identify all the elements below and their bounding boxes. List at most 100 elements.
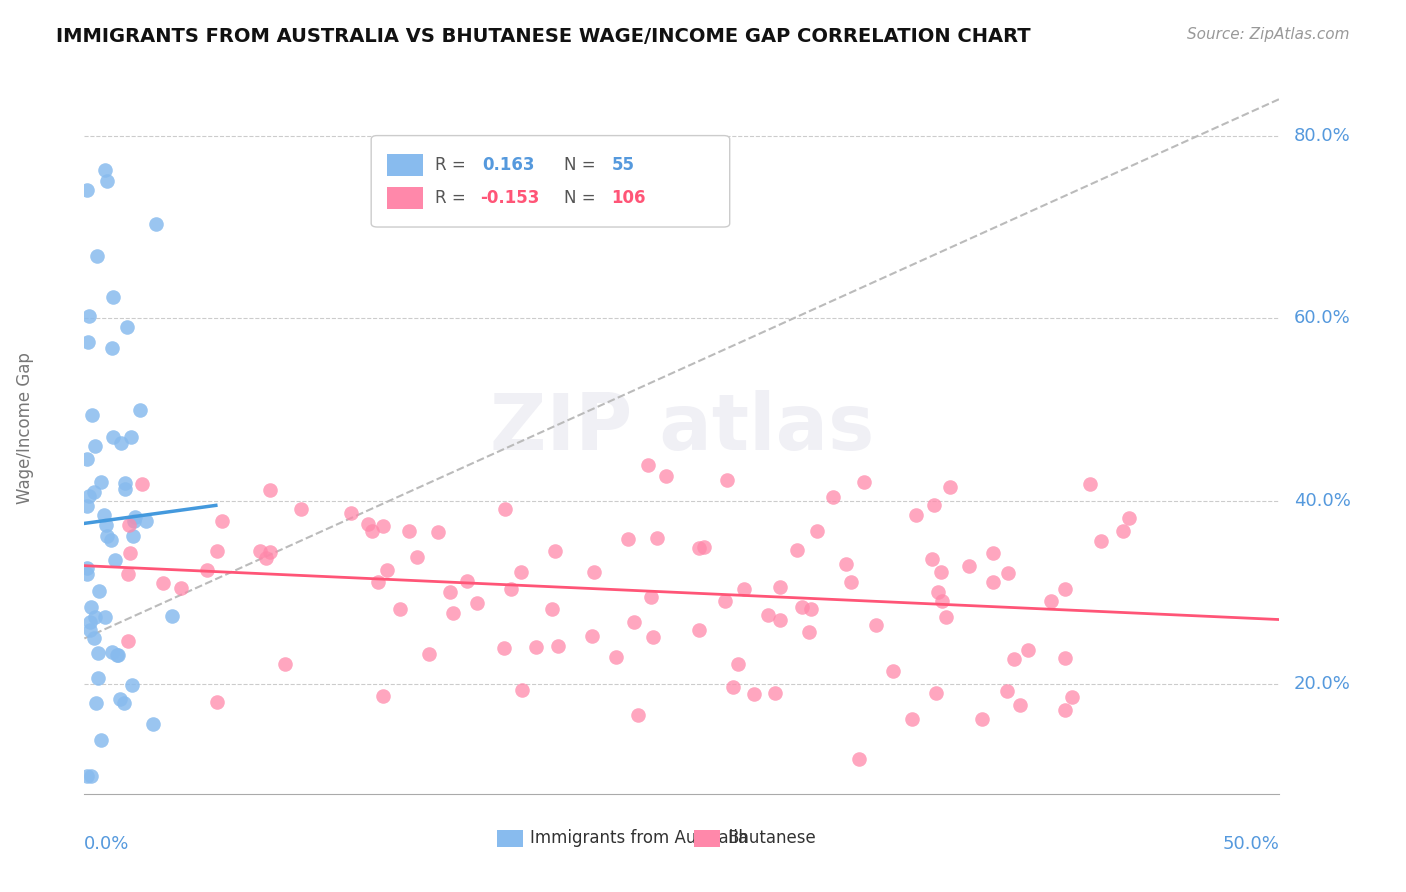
Point xyxy=(769,580,792,594)
Point xyxy=(582,566,605,580)
Point xyxy=(87,671,110,685)
Point xyxy=(112,696,135,710)
Point xyxy=(981,575,1004,590)
Point xyxy=(205,544,228,558)
Point xyxy=(763,685,786,699)
Point xyxy=(360,524,382,538)
Point xyxy=(131,477,153,491)
Point xyxy=(547,639,569,653)
Point xyxy=(821,490,844,504)
Point xyxy=(931,594,953,608)
Point xyxy=(510,565,533,579)
Point xyxy=(76,451,98,466)
Point xyxy=(254,551,277,566)
Point xyxy=(714,594,737,608)
Point xyxy=(1112,524,1135,538)
Point xyxy=(721,680,744,694)
FancyBboxPatch shape xyxy=(371,136,730,227)
Point xyxy=(76,499,98,513)
Point xyxy=(77,489,100,503)
Point xyxy=(929,565,952,579)
Bar xyxy=(496,830,523,847)
Point xyxy=(371,519,394,533)
Point xyxy=(865,618,887,632)
Point xyxy=(935,610,957,624)
Point xyxy=(1002,652,1025,666)
Point xyxy=(77,310,100,324)
Point xyxy=(121,678,143,692)
Point xyxy=(94,517,117,532)
Point xyxy=(1060,690,1083,704)
Text: R =: R = xyxy=(434,156,471,174)
Point xyxy=(927,585,949,599)
Point xyxy=(83,631,105,645)
Point xyxy=(1039,594,1062,608)
Point xyxy=(290,502,312,516)
Point xyxy=(110,692,132,706)
Bar xyxy=(387,153,423,176)
Point xyxy=(357,516,380,531)
Point xyxy=(117,566,139,581)
Point xyxy=(744,687,766,701)
Text: 20.0%: 20.0% xyxy=(1294,675,1351,693)
Point xyxy=(688,541,710,556)
Point xyxy=(853,475,876,489)
Point xyxy=(997,566,1019,581)
Point xyxy=(848,752,870,766)
Point xyxy=(499,582,522,596)
Point xyxy=(981,546,1004,560)
Point xyxy=(94,162,117,177)
Point xyxy=(101,644,124,658)
Point xyxy=(101,430,124,444)
Point xyxy=(122,514,145,528)
Text: -0.153: -0.153 xyxy=(479,189,540,207)
Text: Bhutanese: Bhutanese xyxy=(727,829,815,847)
Text: Source: ZipAtlas.com: Source: ZipAtlas.com xyxy=(1187,27,1350,42)
Point xyxy=(839,575,862,590)
Point xyxy=(716,473,738,487)
Point xyxy=(540,602,562,616)
Point xyxy=(799,624,821,639)
Point xyxy=(124,509,146,524)
Point xyxy=(107,648,129,663)
Point xyxy=(544,543,567,558)
Point xyxy=(142,717,165,731)
Text: R =: R = xyxy=(434,189,471,207)
Point xyxy=(581,629,603,643)
Text: 0.163: 0.163 xyxy=(482,156,534,174)
Point xyxy=(129,403,152,417)
Point xyxy=(96,174,118,188)
Point xyxy=(806,524,828,539)
Text: 106: 106 xyxy=(612,189,645,207)
Point xyxy=(195,563,218,577)
Point xyxy=(274,657,297,672)
Text: ZIP atlas: ZIP atlas xyxy=(489,390,875,467)
Point xyxy=(340,506,363,520)
Point xyxy=(623,615,645,629)
Point xyxy=(769,613,792,627)
Point xyxy=(637,458,659,473)
Point xyxy=(640,591,662,605)
Point xyxy=(492,640,515,655)
Point xyxy=(1053,582,1076,597)
Point xyxy=(900,712,922,726)
Point xyxy=(162,609,184,624)
Text: N =: N = xyxy=(564,156,600,174)
Point xyxy=(627,707,650,722)
Point xyxy=(76,567,98,582)
Point xyxy=(835,557,858,571)
Point xyxy=(465,596,488,610)
Point xyxy=(418,647,440,661)
Text: 80.0%: 80.0% xyxy=(1294,127,1351,145)
Point xyxy=(786,543,808,558)
Point xyxy=(1090,534,1112,549)
Point xyxy=(655,469,678,483)
Point xyxy=(882,665,904,679)
Point xyxy=(617,532,640,546)
Point xyxy=(86,249,108,263)
Point xyxy=(605,649,627,664)
Point xyxy=(997,684,1019,698)
Point xyxy=(115,320,138,334)
Text: 50.0%: 50.0% xyxy=(1223,835,1279,853)
Point xyxy=(83,439,105,453)
